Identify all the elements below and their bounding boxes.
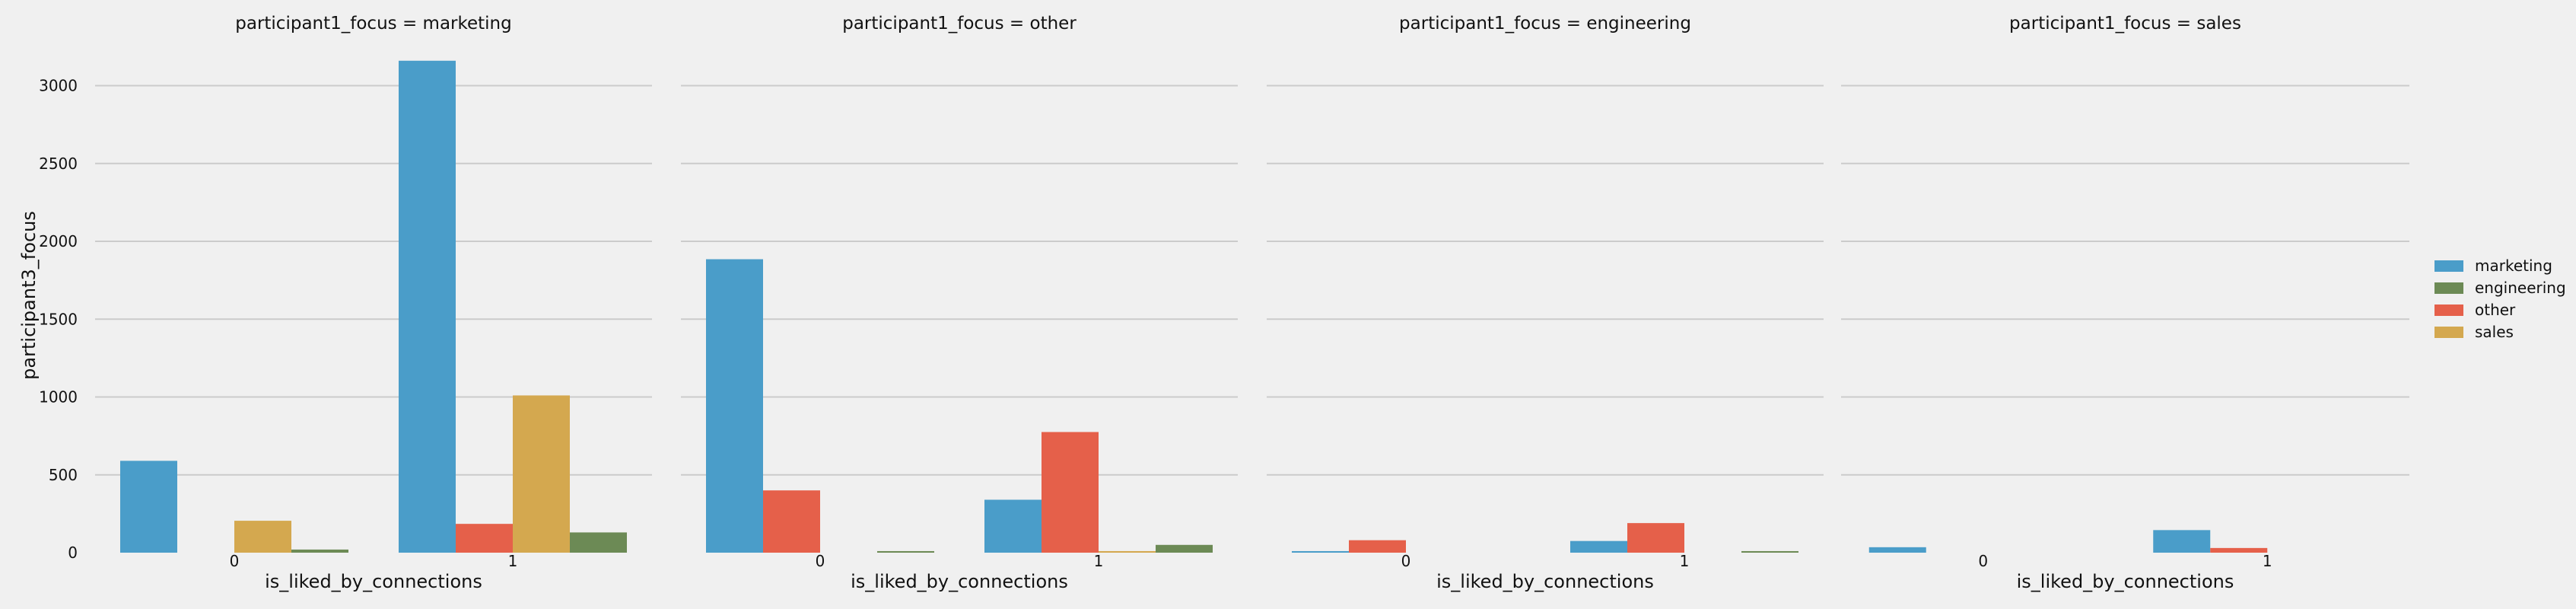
- bar-marketing-1: [2153, 530, 2211, 553]
- x-tick-label: 1: [508, 552, 518, 570]
- panel-title: participant1_focus = other: [842, 14, 1077, 33]
- legend-swatch-other: [2434, 304, 2463, 316]
- y-tick-label: 500: [49, 466, 78, 484]
- y-tick-label: 0: [68, 544, 78, 562]
- bar-marketing-0: [1292, 550, 1349, 553]
- legend-swatch-engineering: [2434, 282, 2463, 294]
- x-axis-label: is_liked_by_connections: [851, 571, 1068, 592]
- bar-other-1: [1042, 432, 1099, 553]
- x-tick-label: 1: [1094, 552, 1104, 570]
- bar-engineering-0: [877, 550, 934, 553]
- bar-sales-1: [513, 395, 570, 553]
- x-axis-label: is_liked_by_connections: [2017, 571, 2234, 592]
- legend-swatch-marketing: [2434, 260, 2463, 272]
- bar-engineering-1: [1741, 550, 1798, 553]
- bar-other-1: [1627, 523, 1684, 553]
- bar-marketing-1: [399, 60, 456, 553]
- legend-label-engineering: engineering: [2475, 279, 2566, 297]
- bar-engineering-1: [570, 532, 627, 553]
- x-tick-label: 0: [1401, 552, 1411, 570]
- bar-marketing-1: [1570, 540, 1627, 553]
- bar-marketing-0: [1868, 547, 1926, 553]
- bar-sales-0: [234, 521, 291, 553]
- bar-engineering-1: [1156, 544, 1213, 553]
- x-tick-label: 1: [1680, 552, 1690, 570]
- y-tick-label: 2500: [39, 155, 78, 173]
- legend-swatch-sales: [2434, 327, 2463, 338]
- bar-sales-1: [1099, 550, 1156, 553]
- x-tick-label: 0: [230, 552, 240, 570]
- x-axis-label: is_liked_by_connections: [1436, 571, 1654, 592]
- panel-title: participant1_focus = engineering: [1399, 14, 1691, 33]
- legend-label-other: other: [2475, 301, 2516, 319]
- bar-marketing-0: [120, 461, 177, 553]
- bar-marketing-0: [706, 259, 763, 553]
- bar-engineering-0: [291, 549, 348, 553]
- x-tick-label: 0: [816, 552, 825, 570]
- x-tick-label: 1: [2263, 552, 2272, 570]
- panel-title: participant1_focus = sales: [2009, 14, 2241, 33]
- panel-title: participant1_focus = marketing: [235, 14, 511, 33]
- y-axis-label: participant3_focus: [18, 211, 40, 380]
- bar-marketing-1: [984, 499, 1042, 553]
- y-tick-label: 3000: [39, 77, 78, 95]
- legend-label-sales: sales: [2475, 323, 2514, 341]
- y-tick-label: 2000: [39, 232, 78, 250]
- legend-label-marketing: marketing: [2475, 257, 2552, 275]
- x-axis-label: is_liked_by_connections: [265, 571, 482, 592]
- y-tick-label: 1000: [39, 388, 78, 407]
- bar-other-0: [763, 490, 820, 553]
- bar-other-1: [2210, 547, 2268, 553]
- y-tick-label: 1500: [39, 310, 78, 328]
- x-tick-label: 0: [1978, 552, 1988, 570]
- bar-other-0: [1349, 540, 1406, 553]
- bar-other-1: [456, 524, 513, 553]
